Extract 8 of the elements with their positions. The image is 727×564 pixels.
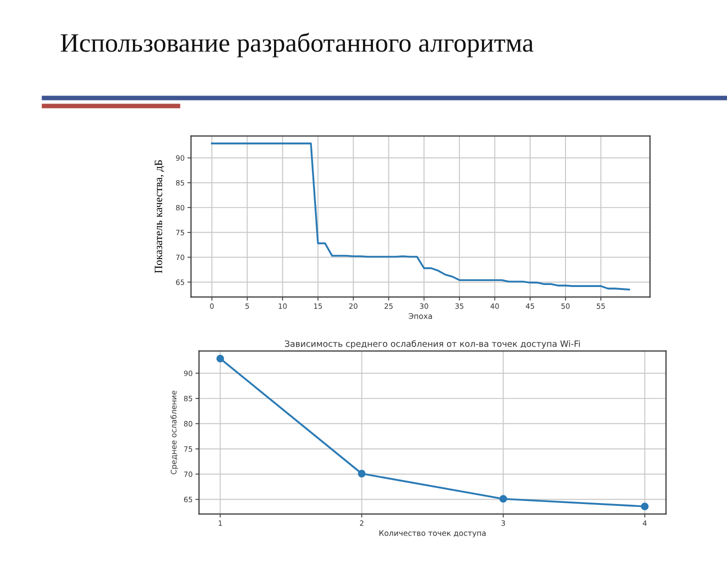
line-series xyxy=(210,142,630,290)
point xyxy=(216,354,224,362)
chart-title: Зависимость среднего ослабления от кол-ва точек доступа Wi-Fi xyxy=(285,340,580,349)
y-axis-title: Показатель качества, дБ xyxy=(154,160,164,274)
point xyxy=(499,495,508,503)
point xyxy=(358,470,366,478)
chart-title: Использование разработанного алгоритма xyxy=(60,32,534,58)
point xyxy=(640,502,649,510)
